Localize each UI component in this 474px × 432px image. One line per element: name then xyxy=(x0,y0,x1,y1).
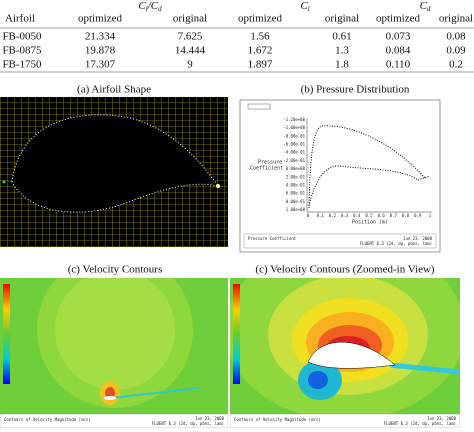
y-tick-label: 4.00e-01 xyxy=(286,182,306,187)
footer: FLUENT 6.3 (2d, dp, pbns, lam) xyxy=(360,241,432,246)
caption: (c) Velocity Contours xyxy=(68,264,163,276)
cell: 17.307 xyxy=(85,59,116,71)
pressure-panel xyxy=(239,99,441,253)
header-part: /C xyxy=(147,0,159,12)
header-part: d xyxy=(158,5,162,13)
x-tick-label: 0.7 xyxy=(390,213,398,218)
footer: FLUENT 6.3 (2d, dp, pbns, lam) xyxy=(152,421,224,426)
footer: Jun 23, 2008 xyxy=(195,416,224,421)
cell: 7.625 xyxy=(178,31,203,43)
footer: Contours of Velocity Magnitude (m/s) xyxy=(4,417,91,422)
header-part: C xyxy=(420,0,428,12)
header-part: C xyxy=(300,0,308,12)
cell: 1.672 xyxy=(248,45,273,57)
header-part: l xyxy=(308,5,310,13)
caption: (b) Pressure Distribution xyxy=(301,84,410,96)
y-tick-label: 8.00e-01 xyxy=(286,199,306,204)
row-label: FB-0050 xyxy=(2,31,42,43)
cell: 0.09 xyxy=(446,45,466,57)
y-tick-label: 1.00e+00 xyxy=(286,207,306,212)
subheader: original xyxy=(439,13,473,25)
y-tick-label: -1.20e+00 xyxy=(283,117,305,122)
footer: Jun 23, 2008 xyxy=(403,236,432,241)
footer: Jun 23, 2008 xyxy=(427,416,456,421)
y-tick-label: -2.00e-01 xyxy=(283,158,305,163)
cell: 21.334 xyxy=(85,31,116,43)
y-axis-label: Coefficient xyxy=(250,166,283,172)
x-tick-label: 1 xyxy=(429,213,432,218)
y-tick-label: 2.00e-01 xyxy=(286,174,306,179)
caption: (a) Airfoil Shape xyxy=(77,84,151,96)
x-axis-label: Position (m) xyxy=(352,220,388,226)
cell: 1.56 xyxy=(250,31,270,43)
footer: Pressure Coefficient xyxy=(248,236,297,241)
group-header: Cl xyxy=(300,0,309,13)
subheader: optimized xyxy=(238,13,282,25)
header-part: l xyxy=(146,5,148,13)
subheader: original xyxy=(173,13,207,25)
group-header: Cl/Cd xyxy=(138,0,162,13)
cell: 14.444 xyxy=(175,45,206,57)
cell: 0.110 xyxy=(386,59,411,71)
x-tick-label: 0.5 xyxy=(365,213,373,218)
velocity-panel xyxy=(0,278,228,428)
cell: 0.2 xyxy=(449,59,463,71)
y-tick-label: 6.00e-01 xyxy=(286,191,306,196)
header-part: d xyxy=(427,5,431,13)
cell: 19.878 xyxy=(85,45,116,57)
x-tick-label: 0.4 xyxy=(353,213,361,218)
velocity-zoom-panel xyxy=(230,278,460,428)
x-tick-label: 0.2 xyxy=(329,213,337,218)
x-tick-label: 0.9 xyxy=(414,213,422,218)
x-tick-label: 0.3 xyxy=(341,213,349,218)
cell: 0.084 xyxy=(386,45,411,57)
row-label: FB-1750 xyxy=(2,59,42,71)
subheader: optimized xyxy=(78,13,122,25)
y-axis-label: Pressure xyxy=(258,160,282,166)
cell: 1.897 xyxy=(248,59,273,71)
y-tick-label: -8.00e-01 xyxy=(283,133,305,138)
footer: FLUENT 6.3 (2d, dp, pbns, lam) xyxy=(384,421,456,426)
cell: 1.8 xyxy=(335,59,349,71)
subheader: optimized xyxy=(376,13,420,25)
group-header: Cd xyxy=(420,0,431,13)
x-tick-label: 0.6 xyxy=(378,213,386,218)
subheader: original xyxy=(325,13,359,25)
cell: 0.61 xyxy=(332,31,351,43)
caption: (c) Velocity Contours (Zoomed-in View) xyxy=(255,264,435,276)
y-tick-label: 0.00e+00 xyxy=(286,166,306,171)
cell: 0.08 xyxy=(446,31,466,43)
x-tick-label: 0 xyxy=(307,213,310,218)
table-header: Airfoil xyxy=(5,13,35,25)
header-part: C xyxy=(138,0,146,12)
y-tick-label: -1.00e+00 xyxy=(283,125,305,130)
y-tick-label: -6.00e-01 xyxy=(283,142,305,147)
cell: 0.073 xyxy=(386,31,411,43)
y-tick-label: -4.00e-01 xyxy=(283,150,305,155)
row-label: FB-0875 xyxy=(2,45,42,57)
cell: 9 xyxy=(187,59,193,71)
footer: Contours of Velocity Magnitude (m/s) xyxy=(234,417,321,422)
cell: 1.3 xyxy=(335,45,349,57)
x-tick-label: 0.8 xyxy=(402,213,410,218)
airfoil-shape-panel xyxy=(0,97,228,247)
x-tick-label: 0.1 xyxy=(317,213,325,218)
pressure-ticks: -1.20e+00 -1.00e+00 -8.00e-01 -6.00e-01 -4.0… xyxy=(283,117,431,218)
